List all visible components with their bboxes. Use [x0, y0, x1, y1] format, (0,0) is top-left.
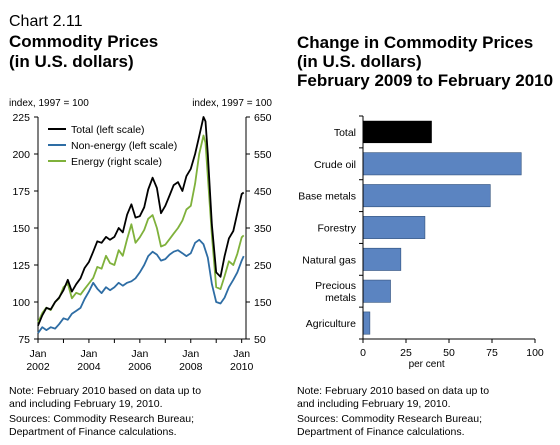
x-tick-label: 25: [400, 347, 412, 359]
bar: [363, 120, 432, 144]
category-label: Agriculture: [306, 318, 356, 330]
left-tick-label: 100: [12, 297, 30, 309]
left-tick-label: 175: [12, 186, 30, 198]
source-line: Department of Finance calculations.: [9, 425, 177, 438]
left-axis-label: index, 1997 = 100: [9, 98, 89, 109]
category-label: metals: [325, 292, 356, 304]
left-title-line: (in U.S. dollars): [9, 52, 134, 71]
x-tick-label: 75: [486, 347, 498, 359]
bar: [362, 247, 402, 271]
left-notes: Note: February 2010 based on data up to …: [9, 385, 201, 438]
note-line: Note: February 2010 based on data up to: [297, 385, 490, 397]
left-chart-title: Commodity Prices (in U.S. dollars): [9, 32, 269, 72]
right-tick-label: 150: [254, 297, 272, 309]
source-line: Sources: Commodity Research Bureau;: [9, 413, 194, 425]
left-title-line: Commodity Prices: [9, 32, 159, 51]
series-line: [37, 116, 245, 327]
x-tick-label: Jan: [233, 348, 250, 360]
right-tick-label: 550: [254, 149, 272, 161]
chart-number: Chart 2.11: [9, 13, 83, 30]
category-label: Natural gas: [302, 254, 356, 266]
x-tick-label: 100: [526, 347, 544, 359]
bar: [362, 279, 391, 303]
source-line: Department of Finance calculations.: [297, 425, 465, 438]
line-chart: index, 1997 = 100 index, 1997 = 100 75 100 1…: [9, 98, 272, 373]
right-tick-label: 250: [254, 260, 272, 272]
x-tick-label: Jan: [131, 348, 148, 360]
left-tick-label: 125: [12, 260, 30, 272]
legend-label: Non-energy (left scale): [71, 140, 177, 152]
right-axis-label: index, 1997 = 100: [192, 98, 272, 109]
right-title-line: February 2009 to February 2010: [297, 71, 554, 90]
x-axis-label: per cent: [409, 359, 445, 370]
x-tick-label: 0: [360, 347, 366, 359]
x-tick-label: 2006: [128, 361, 152, 373]
right-title-line: (in U.S. dollars): [297, 52, 422, 71]
x-tick-label: 2002: [26, 361, 50, 373]
legend-label: Energy (right scale): [71, 156, 162, 168]
right-tick-label: 350: [254, 223, 272, 235]
note-line: and including February 19, 2010.: [9, 397, 163, 410]
category-label: Precious: [315, 280, 356, 292]
bar-chart: Total Crude oil Base metals Forestry Natural…: [298, 115, 544, 370]
category-label: Total: [334, 127, 356, 139]
right-tick-label: 50: [254, 334, 266, 346]
x-tick-label: Jan: [30, 348, 47, 360]
x-tick-label: 50: [443, 347, 455, 359]
left-tick-label: 200: [12, 149, 30, 161]
x-tick-label: Jan: [182, 348, 199, 360]
x-tick-label: Jan: [80, 348, 97, 360]
source-line: Sources: Commodity Research Bureau;: [297, 413, 482, 425]
left-tick-label: 75: [18, 334, 30, 346]
bar: [362, 216, 426, 239]
note-line: Note: February 2010 based on data up to: [9, 385, 202, 397]
legend-label: Total (left scale): [71, 124, 145, 136]
x-tick-label: 2010: [230, 361, 254, 373]
right-chart-title: Change in Commodity Prices (in U.S. doll…: [297, 33, 559, 90]
bar: [362, 184, 491, 208]
right-tick-label: 650: [254, 112, 272, 124]
category-label: Crude oil: [314, 159, 356, 171]
series-line: [37, 238, 245, 334]
x-tick-label: 2004: [77, 361, 101, 373]
right-tick-label: 450: [254, 186, 272, 198]
note-line: and including February 19, 2010.: [297, 397, 451, 410]
category-label: Forestry: [317, 223, 356, 235]
bar: [362, 311, 371, 335]
bar: [362, 152, 522, 176]
left-tick-label: 150: [12, 223, 30, 235]
right-title-line: Change in Commodity Prices: [297, 33, 534, 52]
x-tick-label: 2008: [179, 361, 203, 373]
category-label: Base metals: [298, 191, 356, 203]
left-tick-label: 225: [12, 112, 30, 124]
right-notes: Note: February 2010 based on data up to …: [297, 385, 489, 438]
